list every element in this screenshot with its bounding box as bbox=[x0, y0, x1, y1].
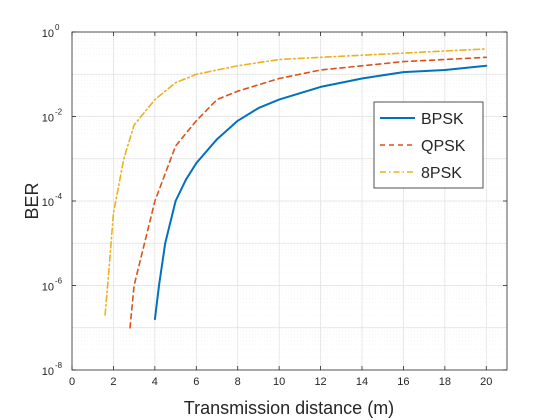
series-line-bpsk bbox=[153, 64, 488, 321]
x-axis-label: Transmission distance (m) bbox=[184, 398, 394, 418]
x-tick-label: 16 bbox=[397, 376, 409, 388]
x-tick-label: 20 bbox=[480, 376, 492, 388]
y-tick-exponent: -2 bbox=[55, 108, 63, 117]
x-tick-label: 6 bbox=[193, 376, 199, 388]
y-tick-label: 10 bbox=[42, 113, 54, 125]
y-tick-exponent: -6 bbox=[55, 277, 63, 286]
y-tick-exponent: -8 bbox=[55, 361, 63, 370]
x-tick-label: 4 bbox=[152, 376, 158, 388]
x-tick-label: 0 bbox=[69, 376, 75, 388]
series-lines bbox=[104, 48, 488, 329]
x-tick-label: 2 bbox=[110, 376, 116, 388]
legend-label-bpsk: BPSK bbox=[421, 111, 464, 128]
series-line-8psk bbox=[104, 48, 488, 316]
legend: BPSK QPSK 8PSK bbox=[373, 101, 484, 189]
y-tick-exponent: 0 bbox=[55, 23, 60, 32]
y-tick-label: 10 bbox=[42, 282, 54, 294]
x-tick-label: 14 bbox=[356, 376, 368, 388]
y-tick-label: 10 bbox=[42, 28, 54, 40]
x-tick-label: 8 bbox=[235, 376, 241, 388]
x-ticks: 0 2 4 6 8 10 12 14 16 18 20 bbox=[69, 32, 492, 388]
legend-label-8psk: 8PSK bbox=[421, 165, 462, 182]
y-tick-label: 10 bbox=[42, 197, 54, 209]
y-axis-label: BER bbox=[22, 182, 42, 219]
x-tick-label: 10 bbox=[273, 376, 285, 388]
series-line-qpsk bbox=[129, 56, 488, 329]
x-tick-label: 12 bbox=[314, 376, 326, 388]
y-tick-exponent: -4 bbox=[55, 192, 63, 201]
x-tick-label: 18 bbox=[439, 376, 451, 388]
y-tick-label: 10 bbox=[42, 366, 54, 378]
legend-label-qpsk: QPSK bbox=[421, 138, 466, 155]
